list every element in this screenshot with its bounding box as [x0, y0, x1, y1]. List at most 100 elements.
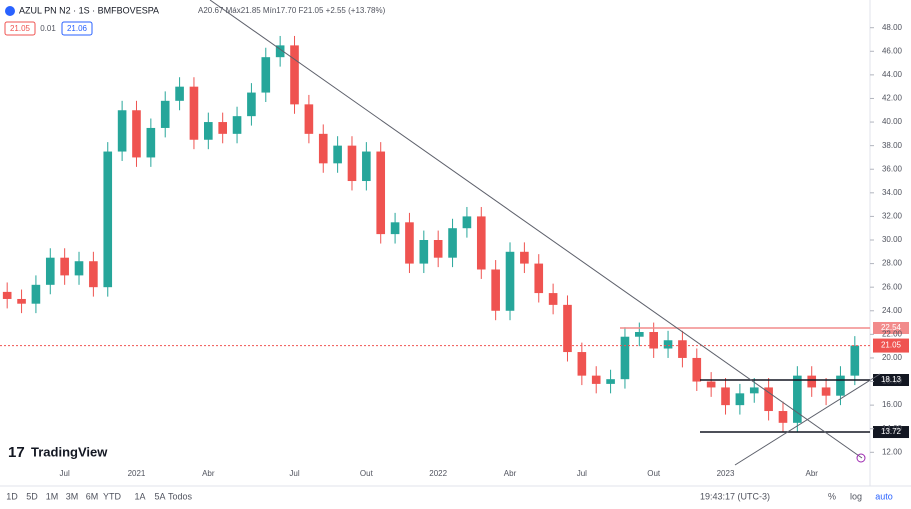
level-label: 18.13: [881, 375, 902, 384]
y-tick-label: 26.00: [882, 282, 903, 291]
y-tick-label: 12.00: [882, 447, 903, 456]
range-button[interactable]: 3M: [66, 491, 79, 501]
candle-body: [347, 145, 357, 182]
level-label: 22.54: [881, 323, 902, 332]
candle-body: [649, 332, 658, 349]
log-toggle[interactable]: log: [850, 491, 862, 501]
y-tick-label: 18.00: [882, 377, 903, 386]
candle-body: [74, 261, 84, 276]
candle-body: [204, 122, 213, 140]
candle-body: [476, 216, 486, 270]
range-button[interactable]: 5A: [154, 491, 165, 501]
y-tick-label: 36.00: [882, 164, 903, 173]
candle-body: [635, 332, 644, 337]
y-tick-label: 38.00: [882, 141, 903, 150]
candle-body: [735, 393, 745, 406]
last-price-label: 21.05: [881, 341, 902, 350]
candle-body: [390, 222, 400, 235]
x-tick-label: Jul: [60, 469, 70, 478]
candle-body: [318, 133, 328, 164]
trendline-handle[interactable]: [856, 453, 866, 463]
candle-body: [563, 304, 572, 353]
range-button[interactable]: 1D: [6, 491, 18, 501]
y-tick-label: 48.00: [882, 23, 903, 32]
candle-body: [706, 381, 716, 388]
candle-body: [462, 216, 472, 229]
candle-body: [548, 293, 558, 305]
range-button[interactable]: 1M: [46, 491, 59, 501]
range-button[interactable]: 6M: [86, 491, 99, 501]
candle-body: [850, 345, 860, 376]
y-tick-label: 34.00: [882, 188, 903, 197]
buy-box[interactable]: [61, 21, 93, 36]
y-tick-label: 14.00: [882, 424, 903, 433]
candle-body: [836, 375, 845, 396]
candle-body: [577, 352, 587, 376]
candle-body: [721, 387, 730, 406]
candle-body: [232, 116, 242, 134]
x-tick-label: Out: [647, 469, 661, 478]
candle-body: [793, 375, 802, 423]
range-button[interactable]: YTD: [103, 491, 122, 501]
candle-body: [132, 110, 141, 158]
y-tick-label: 46.00: [882, 46, 903, 55]
candle-body: [405, 222, 414, 264]
y-tick-label: 30.00: [882, 235, 903, 244]
candle-body: [261, 57, 271, 93]
candle-body: [448, 228, 457, 258]
y-tick-label: 20.00: [882, 353, 903, 362]
candle-body: [175, 86, 184, 101]
x-tick-label: Jul: [289, 469, 299, 478]
candle-body: [606, 379, 615, 384]
x-tick-label: Out: [360, 469, 374, 478]
candle-body: [218, 122, 227, 134]
plot-area: [0, 35, 909, 439]
y-tick-label: 44.00: [882, 70, 903, 79]
candle-body: [275, 45, 285, 58]
x-tick-label: 2023: [717, 469, 735, 478]
candle-body: [678, 340, 687, 358]
candle-body: [749, 387, 759, 394]
sell-box[interactable]: [4, 21, 36, 36]
candle-body: [117, 110, 127, 152]
candle-body: [692, 357, 702, 382]
range-button[interactable]: 1A: [134, 491, 145, 501]
symbol-icon: [5, 6, 15, 16]
sell-price: 21.05: [10, 24, 31, 33]
y-tick-label: 42.00: [882, 94, 903, 103]
last-price-box: [873, 338, 909, 353]
candle-body: [290, 45, 299, 105]
candle-body: [419, 240, 429, 264]
level-label-box: [873, 426, 909, 439]
candle-body: [778, 411, 788, 423]
level-label-box: [873, 374, 909, 387]
candle-body: [89, 261, 98, 288]
logo: TradingView: [31, 444, 108, 459]
candle-body: [520, 251, 529, 264]
x-tick-label: Abr: [805, 469, 818, 478]
auto-toggle[interactable]: auto: [875, 491, 893, 501]
trendline: [734, 373, 881, 466]
trendline: [209, 0, 863, 459]
toolbar: 1D 5D 1M 3M 6M YTD 1A 5A Todos: [6, 491, 192, 501]
candle-body: [304, 104, 314, 134]
candle-body: [663, 340, 673, 349]
candle-body: [160, 100, 170, 128]
y-tick-label: 28.00: [882, 259, 903, 268]
range-button[interactable]: 5D: [26, 491, 38, 501]
candle-body: [189, 86, 199, 140]
candle-body: [103, 151, 113, 288]
symbol[interactable]: AZUL PN N2 · 1S · BMFBOVESPA: [19, 5, 159, 15]
candle-body: [376, 151, 386, 235]
candle-body: [31, 284, 41, 304]
candle-body: [491, 269, 500, 311]
candle-body: [60, 257, 69, 276]
candle-body: [764, 387, 773, 412]
candle-body: [247, 92, 256, 117]
percent-toggle[interactable]: %: [828, 491, 836, 501]
x-tick-label: Jul: [577, 469, 587, 478]
range-button[interactable]: Todos: [168, 491, 193, 501]
logo-mark: 17: [8, 444, 25, 461]
candle-body: [146, 127, 156, 158]
